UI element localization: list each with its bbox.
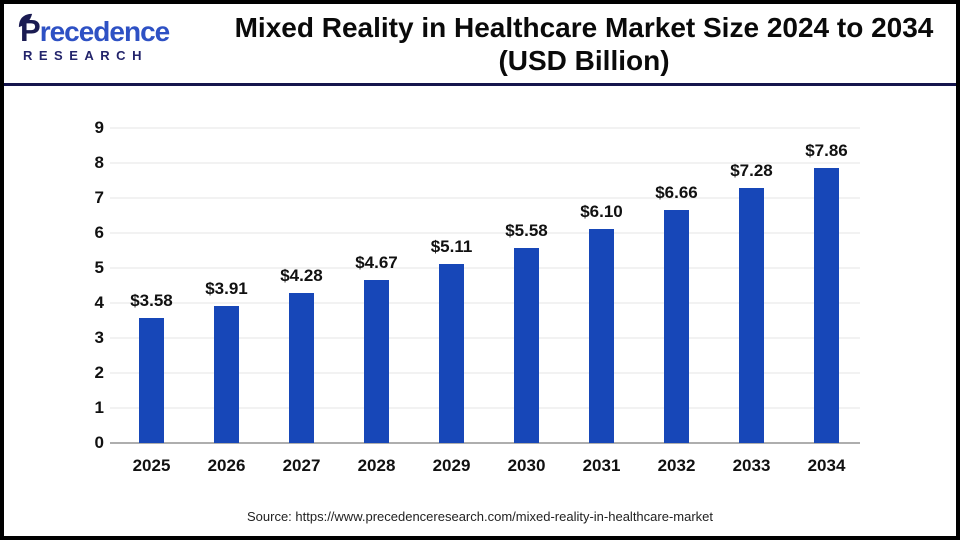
chart-title-line2: (USD Billion) bbox=[498, 45, 670, 76]
grid-line bbox=[110, 232, 860, 234]
bar-value-label: $7.86 bbox=[805, 141, 848, 160]
y-tick-label: 3 bbox=[94, 328, 104, 347]
logo-subtitle: RESEARCH bbox=[23, 48, 148, 63]
x-tick-label: 2025 bbox=[132, 456, 171, 475]
grid-line bbox=[110, 197, 860, 199]
grid-line bbox=[110, 372, 860, 374]
y-tick-label: 1 bbox=[94, 398, 104, 417]
x-tick-label: 2032 bbox=[657, 456, 696, 475]
y-tick-label: 9 bbox=[94, 118, 104, 137]
bar bbox=[814, 168, 839, 443]
header: Precedence RESEARCH Mixed Reality in Hea… bbox=[4, 4, 956, 82]
bar bbox=[589, 229, 614, 443]
logo-brand-rest: recedence bbox=[39, 16, 171, 47]
source-text: Source: https://www.precedenceresearch.c… bbox=[246, 509, 714, 524]
x-tick-label: 2029 bbox=[432, 456, 471, 475]
x-tick-label: 2033 bbox=[732, 456, 771, 475]
bar-value-label: $4.67 bbox=[355, 253, 398, 272]
y-tick-label: 6 bbox=[94, 223, 104, 242]
bar bbox=[439, 264, 464, 443]
grid-line bbox=[110, 162, 860, 164]
chart-title-line1: Mixed Reality in Healthcare Market Size … bbox=[234, 12, 934, 43]
bar bbox=[514, 248, 539, 443]
grid-line bbox=[110, 337, 860, 339]
x-tick-label: 2030 bbox=[507, 456, 546, 475]
bar-value-label: $3.91 bbox=[205, 279, 248, 298]
grid-line bbox=[110, 267, 860, 269]
bar-value-label: $4.28 bbox=[280, 266, 323, 285]
bar-value-label: $5.11 bbox=[430, 237, 473, 256]
y-tick-label: 4 bbox=[94, 293, 104, 312]
logo-brand-text: Precedence bbox=[20, 15, 212, 47]
x-tick-label: 2027 bbox=[282, 456, 321, 475]
bar-value-label: $6.10 bbox=[580, 202, 623, 221]
chart-title: Mixed Reality in Healthcare Market Size … bbox=[212, 4, 956, 82]
grid-line bbox=[110, 302, 860, 304]
bar bbox=[364, 280, 389, 443]
bar bbox=[214, 306, 239, 443]
y-tick-label: 8 bbox=[94, 153, 104, 172]
bar bbox=[739, 188, 764, 443]
y-tick-label: 7 bbox=[94, 188, 104, 207]
x-tick-label: 2031 bbox=[582, 456, 621, 475]
bar bbox=[664, 210, 689, 443]
x-tick-label: 2026 bbox=[207, 456, 246, 475]
bar-value-label: $6.66 bbox=[655, 183, 698, 202]
y-tick-label: 5 bbox=[94, 258, 104, 277]
grid-line bbox=[110, 127, 860, 129]
bar-value-label: $3.58 bbox=[130, 291, 173, 310]
bar bbox=[289, 293, 314, 443]
bar-value-label: $7.28 bbox=[730, 161, 773, 180]
grid-line bbox=[110, 407, 860, 409]
precedence-research-logo: Precedence RESEARCH bbox=[4, 4, 212, 82]
header-divider bbox=[4, 83, 956, 86]
y-tick-label: 2 bbox=[94, 363, 104, 382]
x-tick-label: 2034 bbox=[807, 456, 846, 475]
bar-chart: 0 1 2 3 4 5 6 7 8 9 $3.58 2025 $3.91 2026 $4.28 2027 $4.… bbox=[4, 4, 956, 536]
leaf-icon bbox=[17, 12, 34, 34]
x-axis-baseline bbox=[110, 442, 860, 444]
bar-value-label: $5.58 bbox=[505, 221, 548, 240]
y-tick-label: 0 bbox=[94, 433, 104, 452]
bar bbox=[139, 318, 164, 443]
x-tick-label: 2028 bbox=[357, 456, 396, 475]
